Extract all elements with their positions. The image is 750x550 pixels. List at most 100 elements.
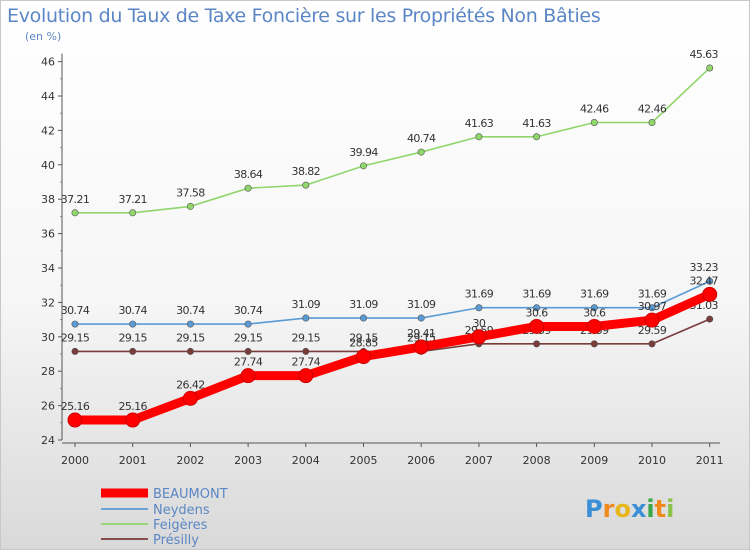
data-point xyxy=(240,368,256,384)
series-neydens: 30.74 30.74 30.74 30.74 31.09 31.09 31.09 31.69… xyxy=(61,261,719,328)
y-tick-label: 32 xyxy=(41,296,55,309)
data-point xyxy=(586,318,602,334)
y-tick-label: 24 xyxy=(41,434,55,447)
data-label: 28.85 xyxy=(349,337,378,350)
x-tick-label: 2000 xyxy=(61,454,89,467)
data-point xyxy=(706,315,714,323)
data-point xyxy=(302,347,310,355)
data-label: 25.16 xyxy=(61,400,90,413)
data-label: 41.63 xyxy=(465,117,494,130)
legend-label-feigeres: Feigères xyxy=(153,518,208,533)
data-point xyxy=(71,347,79,355)
data-label: 29.15 xyxy=(118,331,147,344)
data-point xyxy=(475,133,483,141)
data-point xyxy=(471,329,487,345)
data-label: 31.09 xyxy=(292,298,321,311)
data-label: 31.69 xyxy=(580,288,609,301)
data-point xyxy=(533,340,541,348)
data-point xyxy=(302,181,310,189)
legend-label-neydens: Neydens xyxy=(153,503,210,518)
y-tick-label: 46 xyxy=(41,56,55,69)
data-point xyxy=(413,339,429,355)
data-point xyxy=(533,304,541,312)
series-feigeres: 37.21 37.21 37.58 38.64 38.82 39.94 40.74 41.63… xyxy=(61,48,719,217)
data-label: 41.63 xyxy=(522,117,551,130)
data-label: 30.74 xyxy=(176,304,205,317)
data-point xyxy=(417,148,425,156)
y-tick-label: 26 xyxy=(41,400,55,413)
data-label: 31.09 xyxy=(349,298,378,311)
data-label: 25.16 xyxy=(118,400,147,413)
y-tick-label: 38 xyxy=(41,193,55,206)
y-tick-label: 40 xyxy=(41,159,55,172)
data-label: 30.6 xyxy=(583,306,606,319)
data-label: 33.23 xyxy=(689,261,718,274)
data-point xyxy=(186,202,194,210)
data-label: 29.15 xyxy=(176,331,205,344)
series-line xyxy=(70,289,715,425)
data-label: 29.15 xyxy=(61,331,90,344)
y-tick-label: 44 xyxy=(41,90,55,103)
data-label: 29.59 xyxy=(638,324,667,337)
data-label: 30.6 xyxy=(526,306,549,319)
data-point xyxy=(356,349,371,365)
data-label: 37.21 xyxy=(118,193,147,206)
data-point xyxy=(71,320,79,328)
x-tick-label: 2011 xyxy=(696,454,724,467)
data-label: 31.69 xyxy=(465,288,494,301)
x-tick-label: 2006 xyxy=(407,454,435,467)
x-tick-label: 2002 xyxy=(176,454,204,467)
y-tick-label: 28 xyxy=(41,365,55,378)
data-point xyxy=(590,118,598,126)
y-tick-label: 34 xyxy=(41,262,55,275)
data-label: 38.64 xyxy=(234,168,263,181)
data-label: 30 xyxy=(472,317,485,330)
data-label: 40.74 xyxy=(407,132,436,145)
data-point xyxy=(129,347,137,355)
data-point xyxy=(529,318,545,334)
data-label: 29.15 xyxy=(349,331,378,344)
data-label: 30.74 xyxy=(118,304,147,317)
data-label: 42.46 xyxy=(580,102,609,115)
data-point xyxy=(359,162,367,170)
data-point xyxy=(359,314,367,322)
data-point xyxy=(129,320,137,328)
legend-label-beaumont: BEAUMONT xyxy=(153,487,228,502)
data-point xyxy=(648,304,656,312)
data-point xyxy=(417,314,425,322)
data-point xyxy=(475,304,483,312)
x-tick-label: 2004 xyxy=(292,454,320,467)
data-point xyxy=(533,133,541,141)
x-tick-label: 2010 xyxy=(638,454,666,467)
legend-label-presilly: Présilly xyxy=(153,533,199,548)
y-tick-label: 30 xyxy=(41,331,55,344)
data-label: 29.15 xyxy=(292,331,321,344)
y-tick-label: 36 xyxy=(41,228,55,241)
data-point xyxy=(644,312,660,328)
data-point xyxy=(244,320,252,328)
data-label: 37.21 xyxy=(61,193,90,206)
data-label: 42.46 xyxy=(638,102,667,115)
data-point xyxy=(590,304,598,312)
data-label: 31.69 xyxy=(522,288,551,301)
data-point xyxy=(648,340,656,348)
data-point xyxy=(302,314,310,322)
data-point xyxy=(71,209,79,217)
data-label: 30.97 xyxy=(638,300,667,313)
data-point xyxy=(590,340,598,348)
data-point xyxy=(244,184,252,192)
data-label: 26.42 xyxy=(176,378,205,391)
series-line xyxy=(74,280,711,325)
proxiti-logo: Proxiti xyxy=(585,495,674,523)
data-label: 27.74 xyxy=(292,356,321,369)
data-label: 30.74 xyxy=(234,304,263,317)
data-point xyxy=(706,277,714,285)
series-beaumont: 25.16 25.16 26.42 27.74 27.74 28.85 29.41 30 30.… xyxy=(61,274,719,428)
data-label: 31.09 xyxy=(407,298,436,311)
data-point xyxy=(706,64,714,72)
data-point xyxy=(182,390,198,406)
data-label: 38.82 xyxy=(292,165,321,178)
data-point xyxy=(298,368,314,384)
y-tick-label: 42 xyxy=(41,124,55,137)
